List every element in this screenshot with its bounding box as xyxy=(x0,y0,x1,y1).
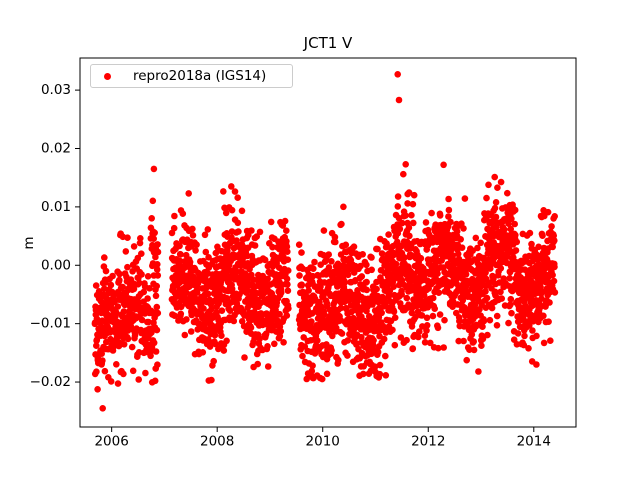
x-tick-label: 2006 xyxy=(94,434,128,450)
y-tick-label: −0.01 xyxy=(30,316,71,332)
y-tick-label: 0.03 xyxy=(41,82,71,98)
chart-title: JCT1 V xyxy=(303,34,353,52)
y-tick-label: 0.01 xyxy=(41,199,71,215)
x-tick-label: 2014 xyxy=(517,434,551,450)
x-tick-label: 2010 xyxy=(306,434,340,450)
legend-label: repro2018a (IGS14) xyxy=(133,68,267,84)
x-tick-label: 2012 xyxy=(411,434,445,450)
y-tick-label: 0.00 xyxy=(41,257,71,273)
legend-marker-icon xyxy=(104,72,111,80)
legend: repro2018a (IGS14) xyxy=(90,64,293,88)
y-tick-label: 0.02 xyxy=(41,140,71,156)
scatter-series-repro2018a xyxy=(91,71,559,412)
y-tick-label: −0.02 xyxy=(30,374,71,390)
axes-frame xyxy=(79,57,577,428)
x-tick-label: 2008 xyxy=(200,434,234,450)
